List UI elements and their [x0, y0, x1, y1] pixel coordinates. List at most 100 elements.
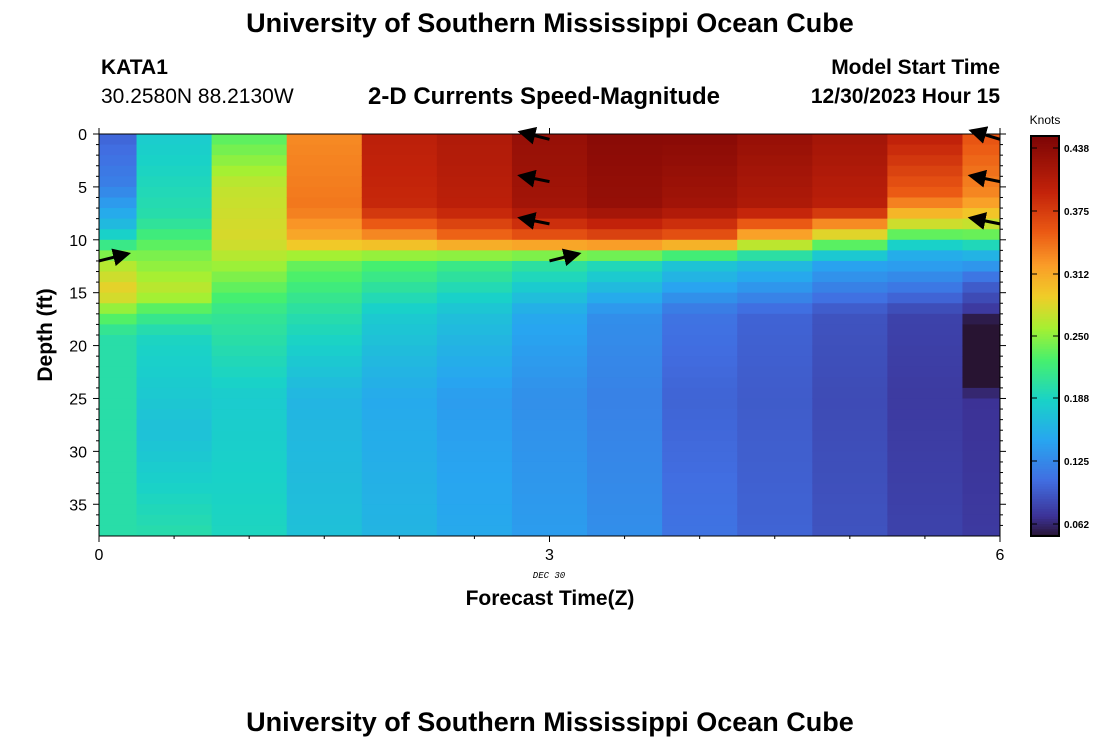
colorbar-swatch: [1031, 316, 1059, 320]
heatmap-cell: [962, 324, 1001, 336]
heatmap-cell: [962, 239, 1001, 251]
heatmap-cell: [511, 356, 588, 368]
heatmap-cell: [286, 419, 363, 431]
current-vector-arrow: [967, 212, 1001, 230]
heatmap-cell: [211, 493, 288, 505]
heatmap-cell: [812, 239, 888, 251]
colorbar-swatch: [1031, 293, 1059, 297]
heatmap-cell: [962, 472, 1001, 484]
heatmap-cell: [812, 271, 888, 283]
colorbar-swatch: [1031, 406, 1059, 410]
colorbar-swatch: [1031, 223, 1059, 227]
heatmap-cell: [662, 250, 738, 262]
heatmap-cell: [211, 366, 288, 378]
heatmap-cell: [511, 218, 588, 230]
heatmap-cell: [812, 229, 888, 241]
heatmap-cell: [99, 165, 138, 177]
heatmap-cell: [962, 398, 1001, 410]
heatmap-cell: [136, 218, 213, 230]
heatmap-cell: [587, 271, 663, 283]
heatmap-cell: [587, 504, 663, 516]
colorbar-tick-label: 0.188: [1064, 394, 1089, 405]
heatmap-cell: [812, 345, 888, 357]
heatmap-cell: [662, 271, 738, 283]
heatmap-cell: [962, 292, 1001, 304]
heatmap-cell: [211, 208, 288, 220]
x-axis-label: Forecast Time(Z): [466, 587, 635, 610]
heatmap-cell: [286, 451, 363, 463]
heatmap-cell: [587, 165, 663, 177]
heatmap-cell: [436, 504, 513, 516]
current-speed-heatmap: 0 5 10 15 20 25 30 35 0 3 6 Forecast Time(Z) Depth…: [34, 113, 1089, 610]
heatmap-cell: [737, 356, 813, 368]
heatmap-cell: [737, 313, 813, 325]
heatmap-cell: [361, 440, 438, 452]
heatmap-cell: [737, 345, 813, 357]
heatmap-cell: [737, 134, 813, 146]
colorbar-swatch: [1031, 398, 1059, 402]
heatmap-cell: [99, 186, 138, 198]
colorbar-swatch: [1031, 506, 1059, 510]
colorbar-swatch: [1031, 258, 1059, 262]
heatmap-cell: [887, 218, 963, 230]
heatmap-cell: [737, 218, 813, 230]
heatmap-cell: [361, 134, 438, 146]
colorbar-tick-label: 0.438: [1064, 144, 1089, 155]
colorbar-swatch: [1031, 298, 1059, 302]
heatmap-cell: [587, 144, 663, 156]
heatmap-cell: [662, 525, 738, 537]
heatmap-cell: [737, 165, 813, 177]
colorbar-swatch: [1031, 483, 1059, 487]
y-tick-label: 0: [78, 127, 87, 144]
colorbar-swatch: [1031, 486, 1059, 490]
heatmap-cell: [211, 514, 288, 526]
colorbar-swatch: [1031, 296, 1059, 300]
model-start-time-value: 12/30/2023 Hour 15: [810, 85, 1000, 108]
heatmap-cell: [436, 260, 513, 273]
heatmap-cell: [737, 250, 813, 262]
heatmap-cell: [211, 377, 288, 389]
heatmap-cell: [887, 313, 963, 325]
heatmap-cell: [99, 493, 138, 505]
heatmap-cell: [812, 409, 888, 421]
heatmap-cell: [136, 313, 213, 325]
heatmap-cell: [737, 155, 813, 167]
heatmap-cell: [962, 514, 1001, 526]
heatmap-cell: [286, 461, 363, 474]
heatmap-cell: [511, 419, 588, 431]
heatmap-cell: [99, 504, 138, 516]
colorbar-swatch: [1031, 363, 1059, 367]
current-vector-arrow: [98, 248, 132, 267]
colorbar-swatch: [1031, 381, 1059, 385]
heatmap-cell: [436, 377, 513, 389]
heatmap-cell: [361, 303, 438, 315]
heatmap-cell: [737, 461, 813, 474]
heatmap-cell: [511, 472, 588, 484]
colorbar-swatch: [1031, 256, 1059, 260]
colorbar-tick-label: 0.375: [1064, 207, 1089, 218]
colorbar-swatch: [1031, 346, 1059, 350]
colorbar-swatch: [1031, 513, 1059, 517]
heatmap-cell: [962, 197, 1001, 209]
station-id: KATA1: [101, 56, 168, 79]
heatmap-cell: [587, 250, 663, 262]
heatmap-cell: [211, 239, 288, 251]
heatmap-cell: [662, 440, 738, 452]
heatmap-cell: [361, 250, 438, 262]
chart-title: 2-D Currents Speed-Magnitude: [368, 83, 721, 110]
heatmap-cell: [136, 144, 213, 156]
colorbar-swatch: [1031, 151, 1059, 155]
heatmap-cell: [136, 409, 213, 421]
colorbar-swatch: [1031, 158, 1059, 162]
station-coordinates: 30.2580N 88.2130W: [101, 85, 294, 108]
colorbar-swatch: [1031, 341, 1059, 345]
heatmap-cell: [812, 398, 888, 410]
heatmap-cell: [662, 356, 738, 368]
heatmap-cell: [887, 134, 963, 146]
heatmap-cell: [136, 239, 213, 251]
heatmap-cell: [812, 313, 888, 325]
colorbar-swatch: [1031, 261, 1059, 265]
current-vector-arrow: [517, 212, 550, 230]
heatmap-cell: [511, 451, 588, 463]
current-vectors: [98, 126, 1001, 267]
